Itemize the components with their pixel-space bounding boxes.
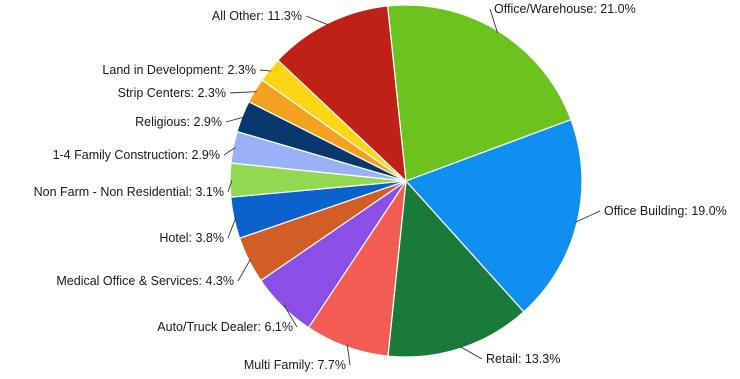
leader-line-land-in-development xyxy=(259,69,272,72)
leader-line-retail xyxy=(459,346,483,360)
slice-label-retail: Retail: 13.3% xyxy=(486,352,560,366)
slice-label-1-4-family-construction: 1-4 Family Construction: 2.9% xyxy=(53,148,220,162)
slice-label-hotel: Hotel: 3.8% xyxy=(159,231,224,245)
leader-line-non-farm-non-residential xyxy=(227,179,233,193)
slice-label-strip-centers: Strip Centers: 2.3% xyxy=(118,86,226,100)
leader-line-auto-truck-dealer xyxy=(283,304,298,328)
pie-slice-all-other xyxy=(277,5,407,183)
slice-label-office-warehouse: Office/Warehouse: 21.0% xyxy=(494,2,636,16)
slice-label-non-farm-non-residential: Non Farm - Non Residential: 3.1% xyxy=(34,185,224,199)
leader-lines xyxy=(223,8,601,366)
pie-slice-retail xyxy=(387,179,525,358)
leader-line-medical-office-services xyxy=(237,258,251,282)
leader-line-religious xyxy=(225,116,245,123)
slice-label-office-building: Office Building: 19.0% xyxy=(604,204,727,218)
pie-slice-office-warehouse xyxy=(386,4,572,182)
leader-line-all-other xyxy=(305,15,329,26)
pie-slice-office-building xyxy=(404,118,583,313)
leader-line-office-warehouse xyxy=(489,8,499,34)
slice-label-auto-truck-dealer: Auto/Truck Dealer: 6.1% xyxy=(157,320,293,334)
slice-label-all-other: All Other: 11.3% xyxy=(212,9,302,23)
slice-labels: Office/Warehouse: 21.0% Office Building: … xyxy=(34,2,727,372)
leader-line-strip-centers xyxy=(229,91,257,94)
leader-line-multi-family xyxy=(346,344,351,366)
slice-label-medical-office-services: Medical Office & Services: 4.3% xyxy=(56,274,234,288)
slice-label-land-in-development: Land in Development: 2.3% xyxy=(102,63,256,77)
leader-line-1-4-family-construction xyxy=(223,147,236,156)
leader-line-office-building xyxy=(574,210,601,223)
slice-label-religious: Religious: 2.9% xyxy=(135,115,222,129)
leader-line-hotel xyxy=(227,217,237,239)
slice-label-multi-family: Multi Family: 7.7% xyxy=(244,358,346,372)
pie-slices xyxy=(229,4,583,358)
